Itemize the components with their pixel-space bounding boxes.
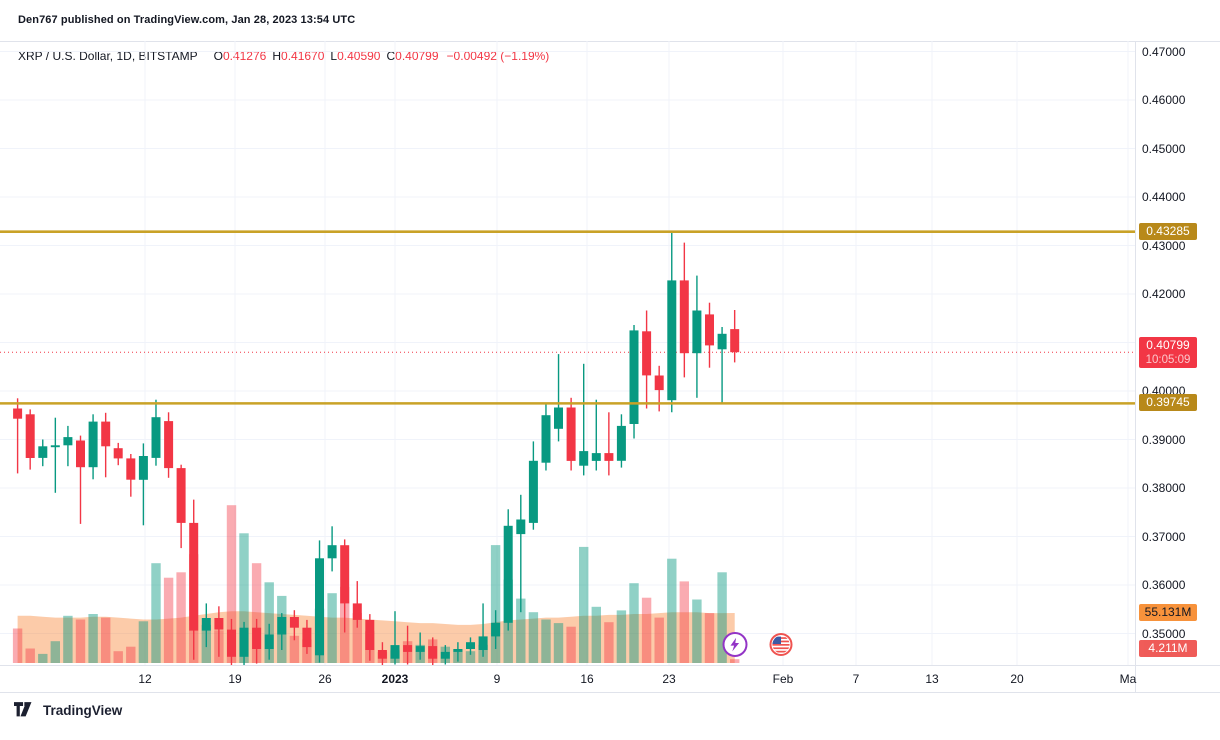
time-tick-label: 13 [925, 672, 939, 686]
lightning-icon[interactable] [722, 631, 749, 658]
card-top-border [0, 41, 1220, 42]
price-tick-label: 0.46000 [1142, 93, 1186, 107]
level-price-badge: 0.39745 [1139, 394, 1197, 411]
time-tick-label: 16 [580, 672, 594, 686]
time-tick-label: 20 [1010, 672, 1024, 686]
price-tick-label: 0.37000 [1142, 530, 1186, 544]
time-tick-label: Feb [772, 672, 794, 686]
time-axis-border [0, 665, 1220, 666]
time-tick-label: 19 [228, 672, 242, 686]
card-bottom-border [0, 692, 1220, 693]
tradingview-wordmark: TradingView [43, 703, 123, 718]
close-label: C [386, 49, 396, 63]
time-tick-label: 23 [662, 672, 676, 686]
price-tick-label: 0.47000 [1142, 45, 1186, 59]
price-axis-border [1135, 41, 1136, 692]
last-price-badge: 0.40799 10:05:09 [1139, 337, 1197, 368]
time-tick-label: 12 [138, 672, 152, 686]
low-value: 0.40590 [337, 49, 381, 63]
open-label: O [213, 49, 223, 63]
price-tick-label: 0.42000 [1142, 287, 1186, 301]
close-value: 0.40799 [395, 49, 439, 63]
time-axis[interactable]: 12 19 26 2023 9 16 23 Feb 7 13 20 Ma [0, 666, 1137, 692]
time-tick-label: 9 [493, 672, 501, 686]
high-label: H [272, 49, 282, 63]
symbol-title: XRP / U.S. Dollar, 1D, BITSTAMP [18, 49, 198, 63]
candlestick-chart[interactable] [0, 41, 1135, 665]
level-price-badge: 0.43285 [1139, 223, 1197, 240]
time-tick-label: 26 [318, 672, 332, 686]
time-tick-label: Ma [1119, 672, 1137, 686]
change-value: −0.00492 (−1.19%) [446, 49, 550, 63]
price-tick-label: 0.44000 [1142, 190, 1186, 204]
time-tick-label: 7 [852, 672, 860, 686]
open-value: 0.41276 [222, 49, 267, 63]
low-label: L [330, 49, 338, 63]
tradingview-footer: TradingView [14, 702, 122, 719]
lightning-event[interactable] [722, 631, 749, 663]
countdown-timer: 10:05:09 [1145, 354, 1191, 366]
candlestick-series [13, 231, 740, 665]
price-tick-label: 0.45000 [1142, 142, 1186, 156]
us-flag-icon[interactable] [769, 632, 794, 657]
chart-legend: XRP / U.S. Dollar, 1D, BITSTAMP O0.41276 H… [18, 49, 549, 63]
price-tick-label: 0.39000 [1142, 433, 1186, 447]
us-economic-event[interactable] [769, 632, 794, 662]
publish-byline: Den767 published on TradingView.com, Jan… [18, 14, 356, 26]
gridlines [0, 41, 1135, 665]
price-tick-label: 0.43000 [1142, 239, 1186, 253]
volume-ma-badge: 55.131M [1139, 604, 1197, 621]
time-tick-label: 2023 [381, 672, 409, 686]
chart-plot-area[interactable] [0, 41, 1135, 665]
price-tick-label: 0.35000 [1142, 627, 1186, 641]
high-value: 0.41670 [281, 49, 325, 63]
volume-ma-area [17, 611, 735, 663]
tradingview-logo-icon [14, 702, 32, 717]
price-tick-label: 0.36000 [1142, 578, 1186, 592]
volume-current-badge: 4.211M [1139, 640, 1197, 657]
price-tick-label: 0.38000 [1142, 481, 1186, 495]
